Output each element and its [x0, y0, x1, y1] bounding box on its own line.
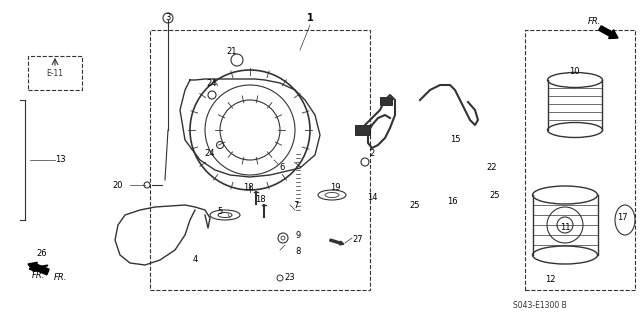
- Text: 10: 10: [569, 68, 579, 77]
- Text: 4: 4: [193, 256, 198, 264]
- Text: FR.: FR.: [53, 272, 67, 281]
- Text: FR.: FR.: [31, 271, 45, 280]
- Text: 8: 8: [295, 248, 300, 256]
- Text: 22: 22: [487, 164, 497, 173]
- Text: 25: 25: [410, 201, 420, 210]
- Text: FR.: FR.: [588, 18, 601, 26]
- Text: 15: 15: [450, 136, 460, 145]
- Bar: [380, 97, 392, 105]
- Text: 7: 7: [293, 201, 299, 210]
- Text: 16: 16: [447, 197, 458, 206]
- Text: 23: 23: [285, 273, 295, 283]
- Text: 19: 19: [330, 183, 340, 192]
- Text: 26: 26: [36, 249, 47, 257]
- Bar: [355, 125, 370, 135]
- Text: 9: 9: [295, 231, 300, 240]
- Text: S043-E1300 B: S043-E1300 B: [513, 300, 567, 309]
- Text: 18: 18: [255, 196, 266, 204]
- Text: 24: 24: [207, 79, 217, 88]
- Text: 2: 2: [369, 149, 374, 158]
- FancyArrow shape: [330, 239, 344, 245]
- Text: 3: 3: [165, 13, 171, 23]
- Text: 12: 12: [545, 276, 556, 285]
- Text: 11: 11: [560, 224, 570, 233]
- FancyArrow shape: [28, 262, 49, 275]
- Text: 6: 6: [279, 164, 285, 173]
- Text: 14: 14: [367, 194, 377, 203]
- Text: 13: 13: [54, 155, 65, 165]
- Text: 27: 27: [353, 235, 364, 244]
- Text: 1: 1: [307, 13, 314, 23]
- Text: 17: 17: [617, 213, 627, 222]
- Text: 21: 21: [227, 48, 237, 56]
- Text: 25: 25: [490, 190, 500, 199]
- Text: 5: 5: [218, 207, 223, 217]
- Text: 18: 18: [243, 183, 253, 192]
- Text: 24: 24: [205, 149, 215, 158]
- FancyBboxPatch shape: [28, 56, 82, 90]
- Text: E-11: E-11: [47, 69, 63, 78]
- FancyArrow shape: [599, 26, 618, 39]
- Text: 20: 20: [113, 181, 124, 189]
